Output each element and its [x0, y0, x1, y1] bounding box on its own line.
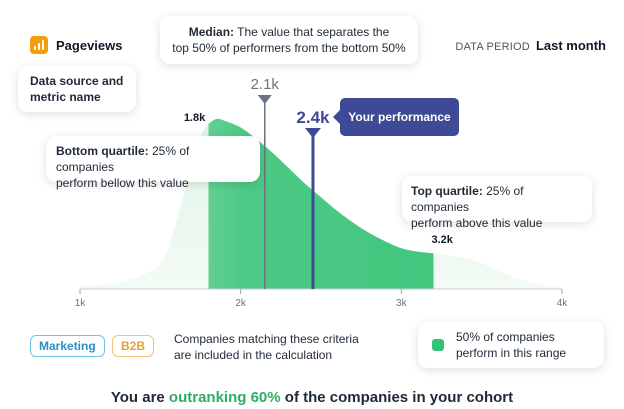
median-marker [257, 95, 272, 104]
criteria-line-1: Companies matching these criteria [174, 332, 359, 346]
top-quartile-title: Top quartile: [411, 184, 483, 198]
legend-line-2: perform in this range [456, 346, 567, 360]
your-performance-badge-label: Your performance [348, 110, 451, 124]
bar-chart-icon [30, 36, 48, 54]
metric-header: Pageviews [30, 36, 123, 54]
data-source-callout: Data source and metric name [18, 66, 136, 112]
your-performance-value-label: 2.4k [296, 108, 330, 127]
data-period-label: DATA PERIOD [455, 41, 530, 53]
x-tick-label: 4k [557, 298, 569, 309]
data-period-value: Last month [535, 38, 606, 53]
criteria-line-2: are included in the calculation [174, 348, 333, 362]
bottom-quartile-text-2: perform bellow this value [56, 176, 189, 190]
range-legend: 50% of companies perform in this range [418, 322, 604, 368]
top-quartile-callout: Top quartile: 25% of companies perform a… [402, 176, 592, 230]
summary-highlight: outranking 60% [168, 389, 281, 406]
top-quartile-value-label: 3.2k [431, 234, 453, 246]
tag-b2b[interactable]: B2B [112, 335, 155, 357]
bottom-quartile-title: Bottom quartile: [56, 144, 149, 158]
x-tick-label: 1k [75, 298, 87, 309]
median-callout-text-2: top 50% of performers from the bottom 50… [172, 41, 406, 55]
median-value-label: 2.1k [251, 76, 280, 93]
median-callout-text-1: The value that separates the [234, 25, 390, 39]
top-quartile-text-1: 25% of companies [411, 184, 524, 214]
legend-line-1: 50% of companies [456, 330, 555, 344]
criteria-description: Companies matching these criteria are in… [174, 331, 384, 363]
bottom-quartile-text-1: 25% of companies [56, 144, 190, 174]
metric-title: Pageviews [56, 37, 123, 53]
tag-marketing[interactable]: Marketing [30, 335, 105, 357]
summary-prefix: You are [110, 389, 169, 406]
bottom-quartile-callout: Bottom quartile: 25% of companies perfor… [46, 136, 260, 190]
bottom-quartile-value-label: 1.8k [184, 112, 206, 124]
x-tick-label: 3k [396, 298, 408, 309]
median-callout: Median: The value that separates the top… [160, 16, 418, 64]
x-tick-label: 2k [235, 298, 247, 309]
top-quartile-text-2: perform above this value [411, 216, 543, 230]
summary-suffix: of the companies in your cohort [280, 389, 514, 406]
summary-sentence: You are outranking 60% of the companies … [0, 389, 624, 406]
median-callout-title: Median: [188, 25, 235, 39]
data-source-line-2: metric name [30, 90, 101, 104]
data-source-line-1: Data source and [30, 74, 124, 88]
legend-swatch [432, 339, 444, 351]
data-period: DATA PERIOD Last month [455, 38, 606, 53]
your-performance-badge: Your performance [333, 98, 459, 136]
x-axis-ticks: 1k 2k 3k 4k [75, 289, 569, 309]
your-performance-marker [304, 128, 321, 138]
